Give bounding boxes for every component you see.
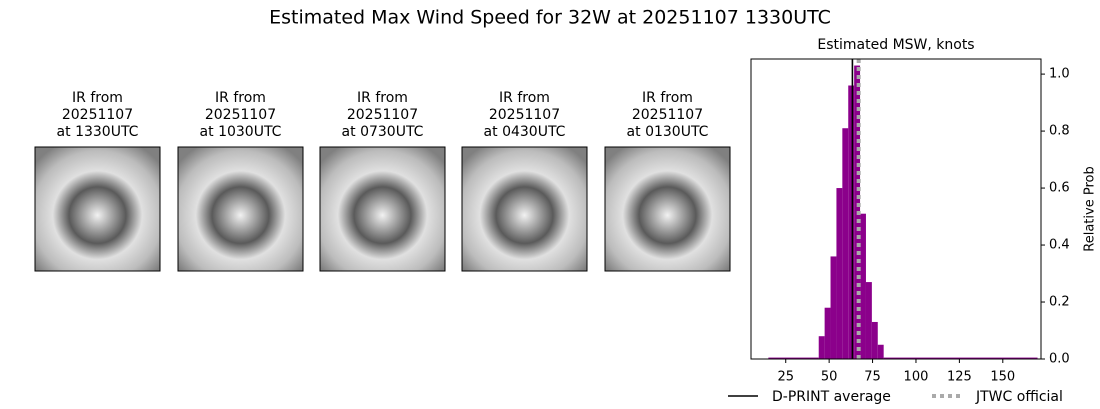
bar [883, 357, 1038, 359]
y-tick-label: 0.6 [1049, 181, 1070, 196]
bar [768, 357, 819, 359]
bar [848, 85, 855, 359]
y-tick-label: 0.4 [1049, 238, 1070, 253]
panel-title: 20251107 [62, 107, 133, 123]
ir-image [319, 146, 446, 272]
panel-title: at 0730UTC [342, 124, 424, 140]
panel-title: IR from [499, 90, 550, 106]
bar [824, 307, 831, 359]
y-tick-label: 0.8 [1049, 124, 1070, 139]
x-tick-label: 75 [864, 370, 881, 385]
bar [818, 336, 825, 359]
figure-title: Estimated Max Wind Speed for 32W at 2025… [269, 7, 831, 29]
legend-label: JTWC official [975, 389, 1063, 405]
x-tick-label: 125 [947, 370, 972, 385]
ir-image [604, 146, 731, 272]
y-tick-label: 1.0 [1049, 67, 1070, 82]
panel-title: at 0130UTC [627, 124, 709, 140]
x-tick-label: 100 [904, 370, 929, 385]
panel-title: at 1330UTC [57, 124, 139, 140]
x-tick-label: 150 [990, 370, 1015, 385]
chart-title: Estimated MSW, knots [817, 37, 974, 53]
legend-label: D-PRINT average [772, 389, 891, 405]
panel-title: at 0430UTC [484, 124, 566, 140]
y-axis-label: Relative Prob [1083, 166, 1098, 251]
panel-title: 20251107 [489, 107, 560, 123]
bar [865, 282, 872, 359]
x-tick-label: 50 [821, 370, 838, 385]
panel-title: 20251107 [632, 107, 703, 123]
panel-title: 20251107 [347, 107, 418, 123]
plot-frame [750, 58, 1042, 360]
panel-title: IR from [357, 90, 408, 106]
panel-title: IR from [642, 90, 693, 106]
bar [830, 256, 837, 359]
ir-image [34, 146, 161, 272]
ir-image [177, 146, 304, 272]
panel-title: IR from [215, 90, 266, 106]
y-tick-label: 0.2 [1049, 295, 1070, 310]
y-tick-label: 0.0 [1049, 352, 1070, 367]
panel-title: 20251107 [205, 107, 276, 123]
x-tick-label: 25 [777, 370, 794, 385]
panel-title: at 1030UTC [200, 124, 282, 140]
bar [877, 344, 884, 359]
bar [842, 128, 849, 359]
bar [860, 213, 866, 359]
ir-image [461, 146, 588, 272]
panel-title: IR from [72, 90, 123, 106]
bar [871, 321, 878, 359]
bar [836, 188, 843, 359]
